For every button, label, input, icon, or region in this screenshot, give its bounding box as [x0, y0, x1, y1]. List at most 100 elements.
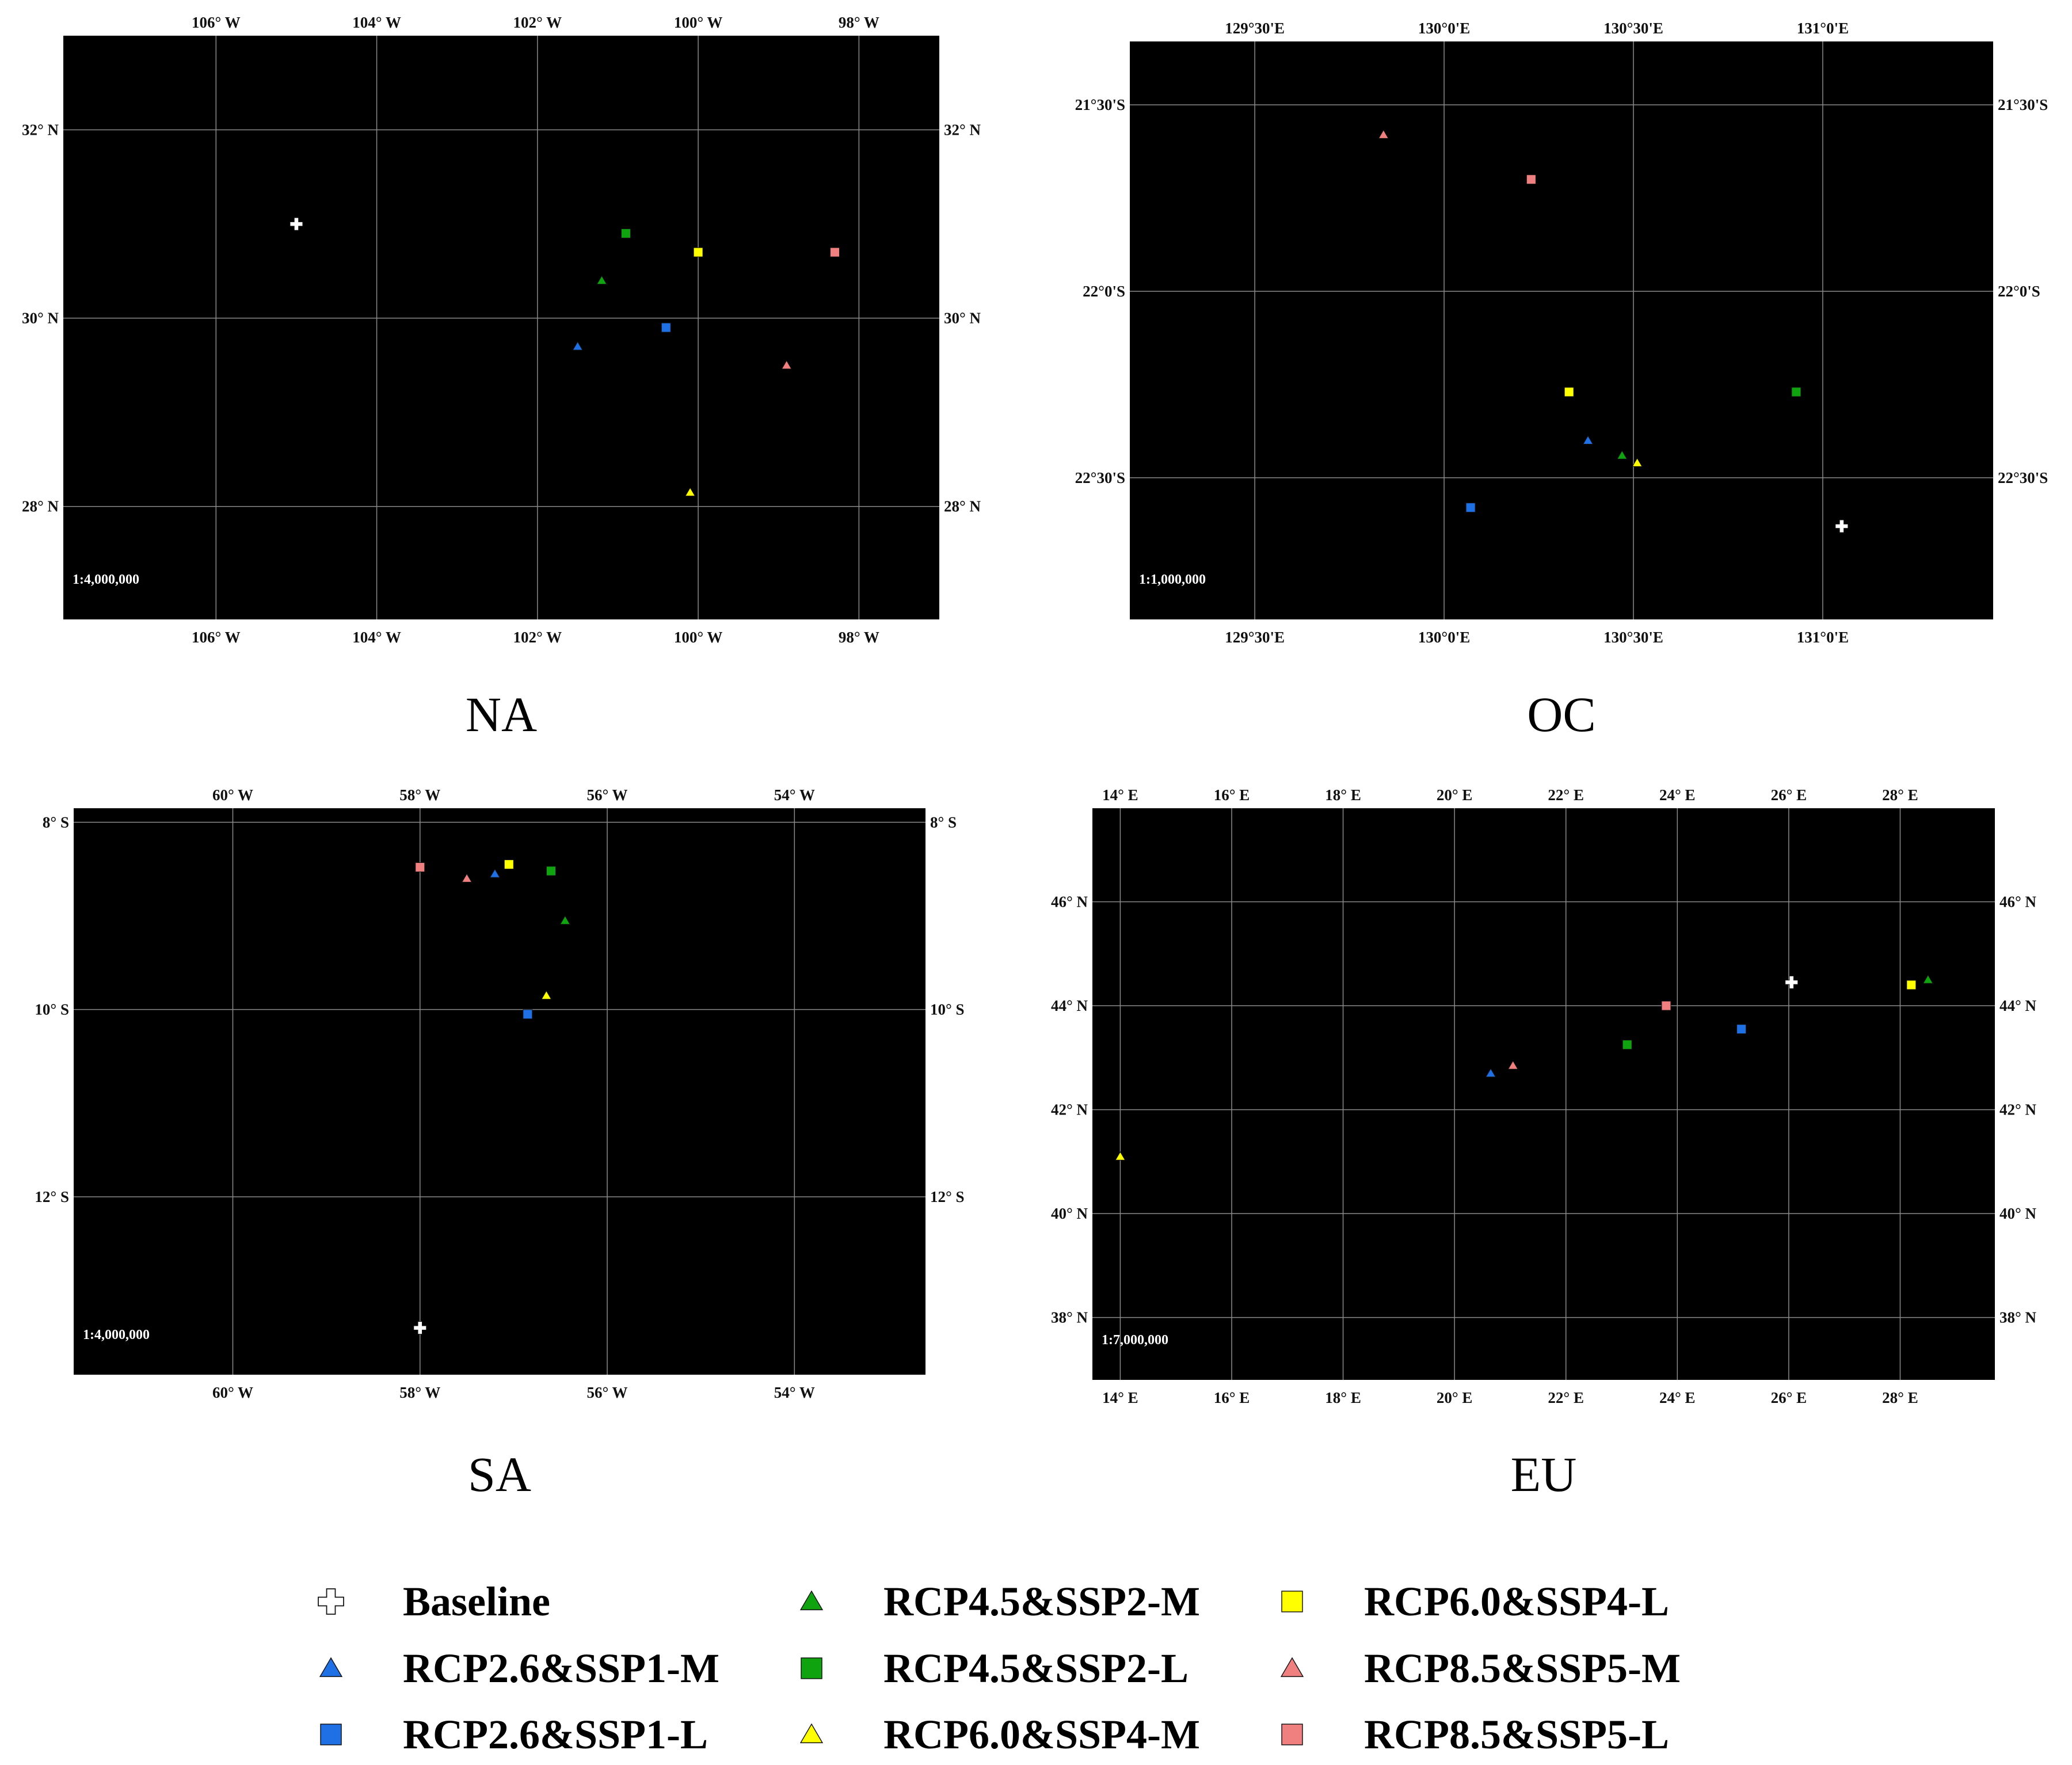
point-rcp4-5-ssp2-l	[620, 228, 631, 238]
x-tick-label-top: 129°30'E	[1225, 20, 1285, 37]
point-baseline	[1785, 975, 1799, 989]
point-rcp6-0-ssp4-m	[541, 990, 552, 1000]
point-rcp8-5-ssp5-l	[415, 862, 425, 872]
x-tick-label-bottom: 60° W	[212, 1384, 253, 1401]
scale-label: 1:1,000,000	[1139, 572, 1206, 587]
legend-label: Baseline	[403, 1578, 550, 1625]
map-panels: 106° W 106° W 104° W 104° W 102° W 102° W 100°…	[22, 14, 2048, 1502]
point-rcp4-5-ssp2-l	[1622, 1040, 1632, 1050]
x-tick-label-bottom: 22° E	[1548, 1389, 1584, 1406]
x-tick-label-bottom: 130°30'E	[1603, 629, 1663, 646]
x-tick-label-bottom: 98° W	[839, 629, 879, 646]
x-tick-label-top: 18° E	[1325, 786, 1361, 804]
legend-marker-cross	[318, 1588, 344, 1615]
legend-label: RCP6.0&SSP4-L	[1364, 1578, 1669, 1625]
map-panel-sa: 60° W 60° W 58° W 58° W 56° W 56° W 54° W 54° W…	[35, 786, 964, 1502]
legend-marker-triangle	[799, 1590, 824, 1611]
point-rcp6-0-ssp4-m	[684, 487, 696, 497]
legend-marker-square	[1281, 1724, 1303, 1745]
x-tick-label-bottom: 130°0'E	[1418, 629, 1470, 646]
legend-item: RCP2.6&SSP1-M	[319, 1645, 719, 1691]
legend-marker-square	[320, 1724, 342, 1745]
x-tick-label-bottom: 28° E	[1882, 1389, 1918, 1406]
x-tick-label-bottom: 26° E	[1771, 1389, 1807, 1406]
point-rcp6-0-ssp4-m	[1115, 1151, 1126, 1161]
legend-item: RCP8.5&SSP5-L	[1281, 1711, 1669, 1758]
x-tick-label-top: 28° E	[1882, 786, 1918, 804]
x-tick-label-bottom: 16° E	[1214, 1389, 1250, 1406]
y-tick-label-left: 32° N	[22, 121, 59, 139]
map-background	[74, 808, 925, 1375]
y-tick-label-left: 21°30'S	[1075, 96, 1125, 113]
point-rcp8-5-ssp5-m	[1378, 129, 1389, 139]
x-tick-label-top: 60° W	[212, 786, 253, 804]
point-baseline	[413, 1321, 427, 1335]
legend-label: RCP6.0&SSP4-M	[883, 1711, 1200, 1758]
y-tick-label-right: 10° S	[930, 1001, 965, 1018]
x-tick-label-bottom: 131°0'E	[1797, 629, 1849, 646]
x-tick-label-top: 100° W	[674, 14, 723, 31]
point-rcp8-5-ssp5-m	[781, 360, 792, 370]
map-panel-oc: 129°30'E 129°30'E 130°0'E 130°0'E 130°30'E 13…	[1075, 20, 2048, 742]
panel-title: SA	[468, 1447, 531, 1502]
point-rcp6-0-ssp4-l	[693, 247, 703, 257]
y-tick-label-left: 38° N	[1051, 1309, 1088, 1326]
x-tick-label-top: 106° W	[192, 14, 241, 31]
x-tick-label-bottom: 20° E	[1437, 1389, 1473, 1406]
y-tick-label-left: 30° N	[22, 310, 59, 327]
y-tick-label-left: 44° N	[1051, 997, 1088, 1014]
point-rcp8-5-ssp5-l	[1661, 1001, 1671, 1011]
y-tick-label-left: 12° S	[35, 1188, 69, 1205]
legend-marker-triangle	[1280, 1657, 1304, 1677]
point-rcp4-5-ssp2-m	[1922, 974, 1934, 984]
y-tick-label-right: 46° N	[1999, 893, 2037, 910]
legend-marker-triangle	[799, 1723, 824, 1744]
legend-label: RCP4.5&SSP2-M	[883, 1578, 1200, 1625]
y-tick-label-right: 44° N	[1999, 997, 2037, 1014]
map-panel-eu: 14° E 14° E 16° E 16° E 18° E 18° E 20° E 20° E…	[1051, 786, 2037, 1502]
x-tick-label-bottom: 106° W	[192, 629, 241, 646]
map-background	[1130, 41, 1993, 619]
y-tick-label-right: 22°0'S	[1998, 283, 2040, 300]
x-tick-label-top: 131°0'E	[1797, 20, 1849, 37]
legend-label: RCP4.5&SSP2-L	[883, 1645, 1189, 1691]
x-tick-label-bottom: 24° E	[1659, 1389, 1696, 1406]
y-tick-label-right: 21°30'S	[1998, 96, 2048, 113]
map-background	[1092, 808, 1995, 1380]
point-rcp8-5-ssp5-m	[1507, 1060, 1519, 1070]
x-tick-label-bottom: 102° W	[513, 629, 562, 646]
legend-item: RCP4.5&SSP2-L	[801, 1645, 1189, 1691]
x-tick-label-bottom: 58° W	[399, 1384, 440, 1401]
x-tick-label-top: 130°0'E	[1418, 20, 1470, 37]
x-tick-label-bottom: 129°30'E	[1225, 629, 1285, 646]
y-tick-label-right: 40° N	[1999, 1205, 2037, 1222]
x-tick-label-bottom: 104° W	[352, 629, 401, 646]
scale-label: 1:7,000,000	[1102, 1333, 1168, 1348]
point-rcp8-5-ssp5-m	[461, 873, 473, 882]
legend-item: RCP6.0&SSP4-M	[799, 1711, 1200, 1758]
legend-item: RCP4.5&SSP2-M	[799, 1578, 1200, 1625]
x-tick-label-bottom: 14° E	[1102, 1389, 1138, 1406]
point-rcp2-6-ssp1-m	[572, 341, 583, 351]
point-rcp2-6-ssp1-l	[1465, 503, 1476, 513]
x-tick-label-bottom: 18° E	[1325, 1389, 1361, 1406]
point-rcp8-5-ssp5-l	[1526, 174, 1536, 185]
point-rcp2-6-ssp1-l	[661, 322, 671, 333]
y-tick-label-right: 28° N	[944, 498, 981, 515]
point-rcp4-5-ssp2-l	[546, 866, 556, 876]
x-tick-label-bottom: 56° W	[587, 1384, 628, 1401]
legend: Baseline RCP4.5&SSP2-M RCP6.0&SSP4-L RCP2.6…	[318, 1578, 1681, 1758]
legend-label: RCP2.6&SSP1-M	[403, 1645, 719, 1691]
scale-label: 1:4,000,000	[73, 572, 139, 587]
x-tick-label-top: 16° E	[1214, 786, 1250, 804]
point-rcp8-5-ssp5-l	[829, 247, 840, 257]
y-tick-label-left: 42° N	[1051, 1101, 1088, 1119]
point-rcp4-5-ssp2-m	[596, 275, 607, 285]
x-tick-label-bottom: 54° W	[774, 1384, 815, 1401]
y-tick-label-right: 8° S	[930, 813, 957, 831]
legend-item: RCP8.5&SSP5-M	[1280, 1645, 1681, 1691]
x-tick-label-top: 26° E	[1771, 786, 1807, 804]
point-baseline	[1835, 519, 1849, 533]
point-rcp6-0-ssp4-m	[1632, 457, 1643, 467]
